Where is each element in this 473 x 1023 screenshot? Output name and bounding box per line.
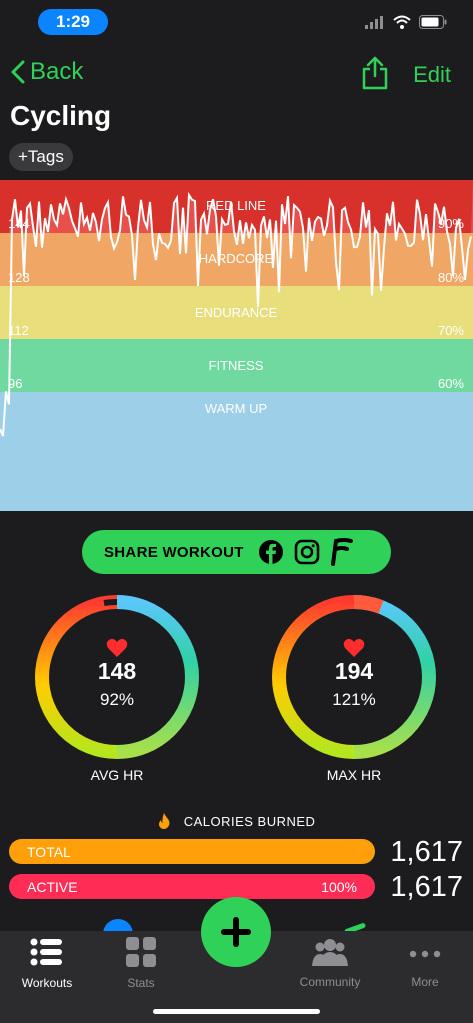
avg-hr-gauge bbox=[35, 595, 199, 759]
facebook-icon[interactable] bbox=[258, 539, 284, 565]
back-label: Back bbox=[30, 58, 84, 85]
avg-hr-percent: 92% bbox=[99, 690, 135, 709]
zone-name-label: HARDCORE bbox=[199, 251, 274, 266]
active-calories-label: ACTIVE bbox=[27, 879, 78, 895]
heart-icon bbox=[343, 638, 365, 657]
calories-header-label: CALORIES BURNED bbox=[183, 814, 316, 829]
zone-percent-label: 60% bbox=[438, 376, 464, 391]
zone-bpm-label: 128 bbox=[8, 270, 30, 285]
instagram-icon[interactable] bbox=[294, 539, 320, 565]
zone-name-label: RED LINE bbox=[206, 198, 266, 213]
strava-icon[interactable] bbox=[330, 538, 354, 566]
zone-band-warm-up bbox=[0, 392, 473, 511]
zone-bpm-label: 112 bbox=[8, 323, 29, 338]
active-calories-bar: ACTIVE 100% bbox=[9, 874, 375, 899]
max-hr-value: 194 bbox=[334, 658, 374, 684]
total-calories-label: TOTAL bbox=[27, 844, 71, 860]
add-workout-button[interactable] bbox=[201, 897, 271, 967]
edit-button[interactable]: Edit bbox=[413, 62, 451, 87]
zone-band-fitness bbox=[0, 339, 473, 392]
active-calories-percent: 100% bbox=[321, 879, 357, 895]
tab-more[interactable]: More bbox=[385, 935, 465, 989]
cellular-signal-icon bbox=[365, 16, 383, 29]
zone-bpm-label: 96 bbox=[8, 376, 22, 391]
calories-header: CALORIES BURNED bbox=[0, 813, 473, 829]
grid-icon bbox=[126, 937, 156, 967]
avg-hr-value: 148 bbox=[97, 658, 137, 684]
tab-stats[interactable]: Stats bbox=[101, 935, 181, 990]
tab-community-label: Community bbox=[299, 975, 361, 989]
tab-community[interactable]: Community bbox=[290, 935, 370, 989]
avg-hr-label: AVG HR bbox=[90, 767, 144, 783]
flame-icon bbox=[158, 813, 170, 829]
zone-band-endurance bbox=[0, 286, 473, 339]
wifi-icon bbox=[393, 15, 411, 29]
heart-icon bbox=[106, 638, 128, 657]
total-calories-bar: TOTAL bbox=[9, 839, 375, 864]
status-time: 1:29 bbox=[38, 9, 108, 35]
heart-rate-trace bbox=[0, 191, 472, 437]
page-title: Cycling bbox=[10, 100, 112, 131]
zone-bpm-label: 144 bbox=[8, 216, 30, 231]
zone-percent-label: 90% bbox=[438, 216, 464, 231]
max-hr-percent: 121% bbox=[332, 690, 376, 709]
tab-workouts-label: Workouts bbox=[21, 976, 73, 990]
max-hr-label: MAX HR bbox=[326, 767, 382, 783]
heart-rate-zone-chart: RED LINE 90% HARDCORE 144 80% ENDURANCE 128 70%… bbox=[0, 180, 473, 511]
plus-icon bbox=[221, 917, 251, 947]
tab-stats-label: Stats bbox=[127, 976, 155, 990]
status-bar: 1:29 bbox=[0, 0, 473, 44]
tab-workouts[interactable]: Workouts bbox=[7, 935, 87, 990]
people-icon bbox=[312, 939, 348, 966]
list-icon bbox=[30, 938, 62, 966]
max-hr-ring: 194 121% bbox=[271, 594, 437, 760]
zone-percent-label: 70% bbox=[438, 323, 464, 338]
zone-name-label: FITNESS bbox=[209, 358, 264, 373]
chevron-left-icon bbox=[11, 60, 25, 84]
tab-more-label: More bbox=[411, 975, 439, 989]
zone-name-label: WARM UP bbox=[205, 401, 267, 416]
nav-bar: Back Edit bbox=[0, 44, 473, 102]
zone-name-label: ENDURANCE bbox=[195, 305, 278, 320]
active-calories-value: 1,617 bbox=[390, 871, 463, 903]
total-calories-value: 1,617 bbox=[390, 836, 463, 868]
battery-icon bbox=[419, 15, 447, 29]
zone-redline-fill bbox=[0, 180, 473, 233]
ellipsis-icon bbox=[409, 950, 441, 958]
max-hr-gauge bbox=[272, 594, 436, 759]
zone-percent-label: 80% bbox=[438, 270, 464, 285]
share-button[interactable] bbox=[361, 56, 389, 95]
back-button[interactable]: Back bbox=[10, 58, 83, 86]
share-icon bbox=[362, 56, 388, 90]
share-workout-button[interactable]: SHARE WORKOUT bbox=[82, 530, 391, 574]
avg-hr-ring: 148 92% bbox=[34, 594, 200, 760]
tags-button[interactable]: +Tags bbox=[9, 143, 73, 171]
home-indicator bbox=[153, 1009, 320, 1014]
share-workout-label: SHARE WORKOUT bbox=[104, 543, 244, 561]
status-icons bbox=[365, 15, 447, 29]
